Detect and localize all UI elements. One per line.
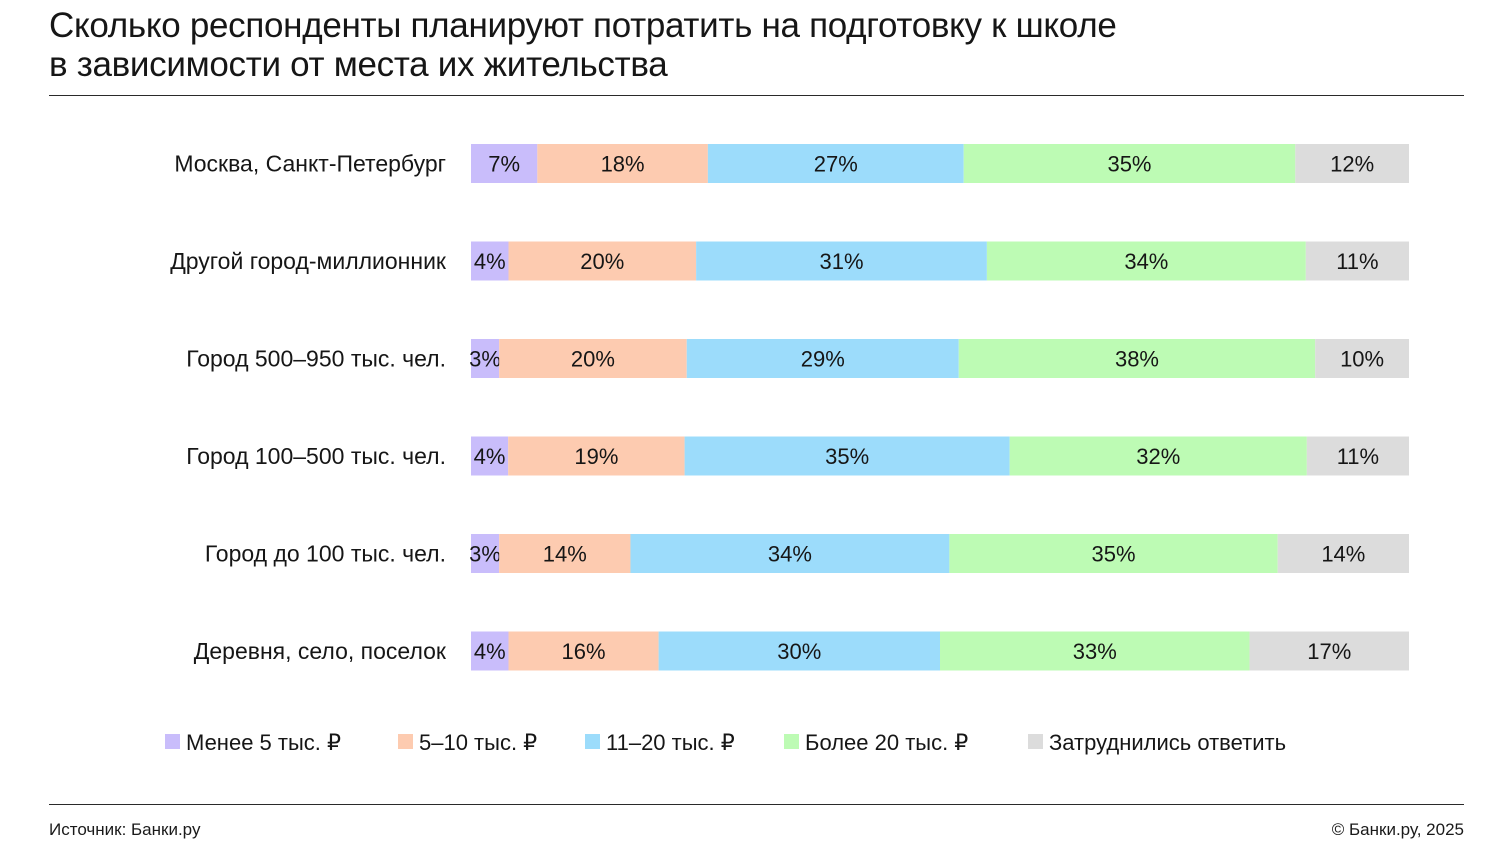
legend-label: Затруднились ответить <box>1049 730 1286 755</box>
bar-value-label: 12% <box>1330 152 1374 177</box>
bar-value-label: 30% <box>777 639 821 664</box>
bar-segment <box>499 534 631 573</box>
bar-segment <box>471 436 509 476</box>
bar-segment <box>630 534 950 573</box>
bar-segment <box>508 436 685 476</box>
bar-value-label: 35% <box>1107 152 1151 177</box>
source-note: Источник: Банки.ру <box>49 820 201 839</box>
bar-segment <box>537 144 708 183</box>
bar-value-label: 34% <box>768 542 812 567</box>
bar-segment <box>1009 436 1307 476</box>
chart-title: Сколько респонденты планируют потратить … <box>49 6 1349 84</box>
bar-segment <box>940 631 1250 671</box>
bar-value-label: 35% <box>1092 542 1136 567</box>
bar-value-label: 38% <box>1115 347 1159 372</box>
legend-swatch <box>585 734 600 749</box>
bar-value-label: 4% <box>474 639 506 664</box>
bar-segment <box>499 339 687 378</box>
bar-value-label: 3% <box>469 347 501 372</box>
bar-value-label: 17% <box>1307 639 1351 664</box>
bar-value-label: 27% <box>814 152 858 177</box>
bar-segment <box>508 241 697 281</box>
bar-value-label: 11% <box>1336 249 1378 274</box>
bar-segment <box>684 436 1010 476</box>
bar-segment <box>958 339 1316 378</box>
bar-segment <box>471 631 509 671</box>
bar-segment <box>707 144 964 183</box>
bar-segment <box>963 144 1296 183</box>
bar-value-label: 20% <box>571 347 615 372</box>
bar-segment <box>1249 631 1409 671</box>
bar-value-label: 29% <box>801 347 845 372</box>
bar-segment <box>471 241 509 281</box>
legend-label: Более 20 тыс. ₽ <box>805 730 968 755</box>
bar-segment <box>986 241 1306 281</box>
bar-value-label: 16% <box>562 639 606 664</box>
bar-value-label: 20% <box>580 249 624 274</box>
bar-value-label: 10% <box>1340 347 1384 372</box>
bar-value-label: 31% <box>819 249 863 274</box>
top-divider <box>49 95 1464 96</box>
bar-segment <box>1315 339 1409 378</box>
bar-segment <box>1295 144 1409 183</box>
category-label: Город 100–500 тыс. чел. <box>186 443 446 469</box>
category-label: Москва, Санкт-Петербург <box>174 151 446 177</box>
chart-title-line-2: в зависимости от места их жительства <box>49 45 668 84</box>
legend-swatch <box>165 734 180 749</box>
bar-segment <box>471 534 500 573</box>
bar-segment <box>696 241 987 281</box>
bar-value-label: 3% <box>469 542 501 567</box>
legend-label: Менее 5 тыс. ₽ <box>186 730 341 755</box>
bar-segment <box>949 534 1278 573</box>
bar-segment <box>1277 534 1409 573</box>
bar-segment <box>508 631 659 671</box>
chart-title-line-1: Сколько респонденты планируют потратить … <box>49 6 1117 45</box>
category-label: Город до 100 тыс. чел. <box>205 541 446 567</box>
bar-value-label: 4% <box>474 249 506 274</box>
bar-segment <box>471 339 500 378</box>
bar-value-label: 7% <box>488 152 520 177</box>
legend-swatch <box>1028 734 1043 749</box>
bar-value-label: 11% <box>1337 444 1379 469</box>
bar-value-label: 19% <box>574 444 618 469</box>
bar-segment <box>658 631 940 671</box>
bar-value-label: 14% <box>1321 542 1365 567</box>
bottom-divider <box>49 804 1464 805</box>
bar-segment <box>1306 436 1409 476</box>
stacked-bar-chart: Москва, Санкт-Петербург 7% 18% 27% 35% 12% Дру… <box>165 144 1409 755</box>
legend-swatch <box>784 734 799 749</box>
bar-value-label: 34% <box>1124 249 1168 274</box>
bar-segment <box>686 339 959 378</box>
bar-segment <box>471 144 538 183</box>
bar-value-label: 32% <box>1136 444 1180 469</box>
category-label: Деревня, село, поселок <box>194 638 447 664</box>
bar-segment <box>1305 241 1409 281</box>
legend-swatch <box>398 734 413 749</box>
bar-value-label: 33% <box>1073 639 1117 664</box>
legend-label: 11–20 тыс. ₽ <box>606 730 735 755</box>
category-label: Другой город-миллионник <box>170 248 447 274</box>
bar-value-label: 4% <box>474 444 506 469</box>
bar-value-label: 14% <box>543 542 587 567</box>
legend-label: 5–10 тыс. ₽ <box>419 730 537 755</box>
category-label: Город 500–950 тыс. чел. <box>186 346 446 372</box>
copyright-note: © Банки.ру, 2025 <box>1331 820 1464 839</box>
bar-value-label: 35% <box>825 444 869 469</box>
bar-value-label: 18% <box>601 152 645 177</box>
